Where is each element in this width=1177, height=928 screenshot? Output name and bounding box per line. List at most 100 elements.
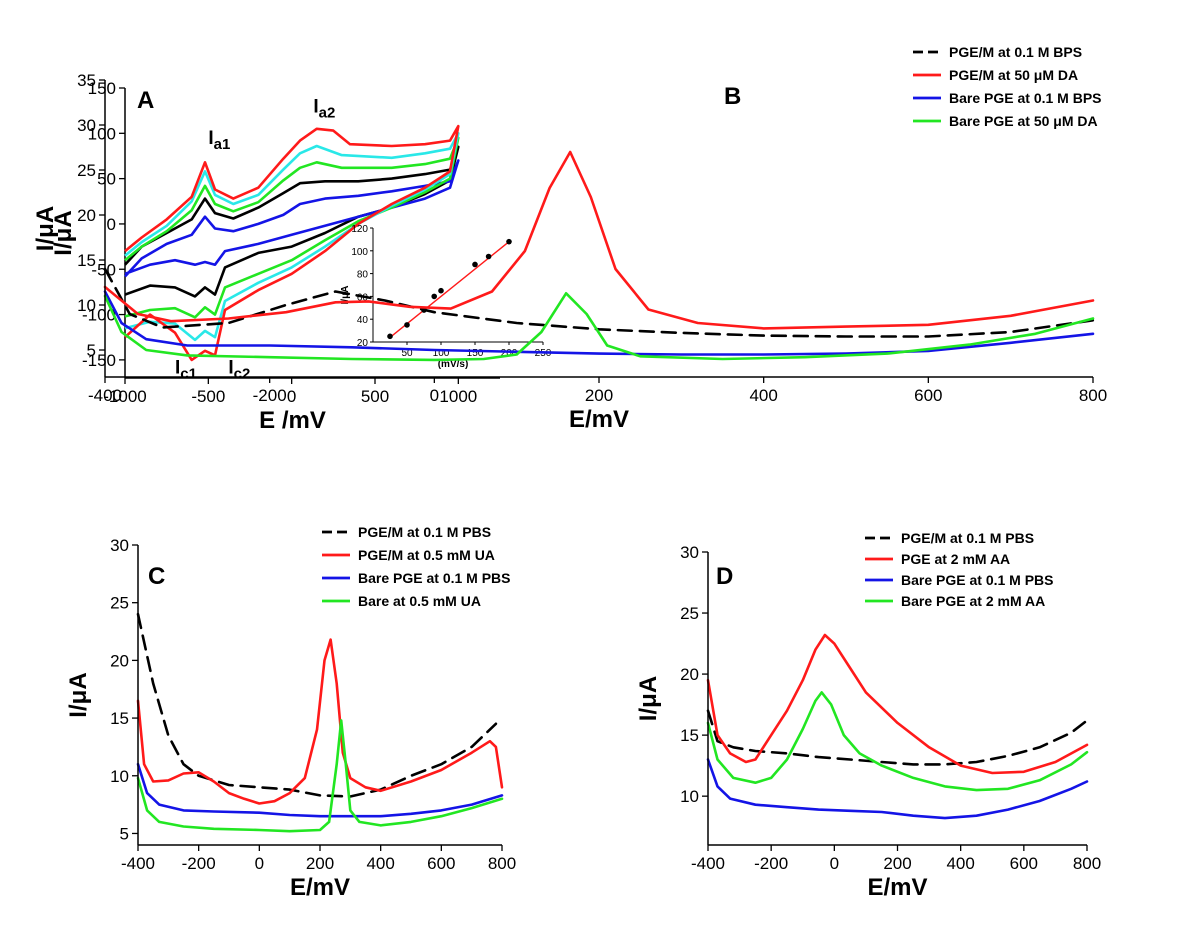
series-line-1 — [706, 709, 1089, 766]
y-tick-label: 15 — [77, 251, 96, 270]
y-tick-label: 30 — [680, 543, 699, 562]
y-tick-label: 100 — [88, 124, 116, 143]
y-tick-label: 0 — [107, 215, 116, 234]
y-axis-title: I/μA — [635, 676, 662, 721]
series-line-2 — [136, 638, 504, 805]
inset-x-tick-label: 200 — [501, 348, 518, 359]
x-tick-label: 800 — [1073, 854, 1101, 873]
x-tick-label: 0 — [287, 387, 296, 406]
legend-entry: PGE/M at 0.1 M PBS — [901, 530, 1034, 546]
y-axis-title: I/μA — [65, 672, 92, 717]
inset-y-tick-label: 40 — [357, 315, 369, 326]
peak-label: Ic2 — [228, 357, 250, 382]
y-tick-label: 50 — [97, 170, 116, 189]
panel-d-legend: PGE/M at 0.1 M PBS PGE at 2 mM AA Bare PGE… — [865, 530, 1054, 609]
inset-y-title: I/μA — [340, 286, 351, 305]
y-tick-label: 10 — [77, 296, 96, 315]
y-tick-label: 10 — [680, 787, 699, 806]
inset-point — [387, 333, 393, 340]
x-tick-label: 0 — [830, 854, 839, 873]
x-tick-label: -400 — [691, 854, 725, 873]
y-tick-label: -150 — [82, 351, 116, 370]
panel-c-axes: -400 -200 0 200 400 600 800 5 10 15 20 25 30 E/mV I/μA… — [65, 536, 516, 901]
legend-entry: Bare PGE at 50 μM DA — [949, 113, 1098, 129]
series-line-4 — [103, 292, 1095, 362]
series-line-1 — [136, 612, 498, 798]
x-tick-label: 1000 — [439, 387, 477, 406]
inset-y-tick-label: 20 — [357, 338, 369, 349]
x-tick-label: -200 — [754, 854, 788, 873]
x-tick-label: 500 — [361, 387, 389, 406]
y-tick-label: 30 — [77, 116, 96, 135]
series-line-4 — [136, 719, 504, 833]
x-tick-label: 200 — [306, 854, 334, 873]
y-tick-label: -50 — [91, 260, 116, 279]
x-tick-label: -500 — [191, 387, 225, 406]
x-axis-title: E /mV — [259, 407, 326, 434]
y-tick-label: 10 — [110, 767, 129, 786]
y-tick-label: 20 — [110, 651, 129, 670]
panel-letter: A — [137, 87, 154, 114]
inset-point — [431, 293, 438, 300]
x-tick-label: 400 — [366, 854, 394, 873]
legend-entry: PGE at 2 mM AA — [901, 551, 1010, 567]
legend-entry: Bare at 0.5 mM UA — [358, 593, 481, 609]
x-tick-label: 600 — [914, 386, 942, 405]
legend-entry: PGE/M at 0.1 M PBS — [358, 524, 491, 540]
peak-label: Ia1 — [208, 128, 230, 153]
inset-y-tick-label: 100 — [351, 247, 368, 258]
legend-entry: PGE/M at 0.1 M BPS — [949, 44, 1082, 60]
legend-entry: PGE/M at 0.5 mM UA — [358, 547, 495, 563]
y-tick-label: 20 — [680, 665, 699, 684]
x-tick-label: 0 — [430, 386, 439, 405]
inset-y-tick-label: 120 — [351, 224, 368, 235]
inset-x-tick-label: 100 — [433, 348, 450, 359]
peak-label: Ic1 — [175, 357, 197, 382]
x-axis-title: E/mV — [867, 874, 927, 901]
x-tick-label: 400 — [946, 854, 974, 873]
y-tick-label: 35 — [77, 71, 96, 90]
inset-point — [506, 238, 512, 245]
x-tick-label: 800 — [1079, 386, 1107, 405]
panel-d-axes: -400 -200 0 200 400 600 800 10 15 20 25 30 E/mV I/μA D — [635, 543, 1101, 901]
inset-x-tick-label: 150 — [467, 348, 484, 359]
x-tick-label: 800 — [488, 854, 516, 873]
x-tick-label: 600 — [427, 854, 455, 873]
x-tick-label: 600 — [1010, 854, 1038, 873]
x-tick-label: -1000 — [103, 387, 146, 406]
panel-b-axes: -400 -200 0 200 400 600 8005101520253035E/mVI/… — [32, 71, 1107, 433]
inset-point — [404, 322, 410, 328]
panel-letter: D — [716, 563, 733, 590]
legend-entry: PGE/M at 50 μM DA — [949, 67, 1078, 83]
cv-loop-2 — [124, 159, 460, 278]
panel-letter: C — [148, 563, 165, 590]
panel-letter: B — [724, 83, 741, 110]
legend-entry: Bare PGE at 2 mM AA — [901, 593, 1045, 609]
series-line-1 — [103, 267, 1095, 338]
panel-b-legend: PGE/M at 0.1 M BPS PGE/M at 50 μM DA Bare … — [913, 44, 1102, 129]
inset-y-tick-label: 60 — [357, 292, 369, 303]
legend-entry: Bare PGE at 0.1 M BPS — [949, 90, 1102, 106]
legend-entry: Bare PGE at 0.1 M PBS — [358, 570, 511, 586]
x-tick-label: 0 — [255, 854, 264, 873]
y-tick-label: 5 — [120, 824, 129, 843]
y-axis-title: I/μA — [50, 210, 77, 255]
y-tick-label: 20 — [77, 206, 96, 225]
inset-point — [438, 287, 444, 294]
x-axis-title: E/mV — [569, 406, 629, 433]
y-tick-label: 30 — [110, 536, 129, 555]
y-tick-label: -100 — [82, 306, 116, 325]
peak-label: Ia2 — [313, 96, 335, 121]
y-axis-title: I/μA — [32, 206, 59, 251]
series-line-2 — [103, 150, 1095, 330]
x-tick-label: -400 — [121, 854, 155, 873]
inset-y-tick-label: 80 — [357, 270, 369, 281]
series-line-4 — [706, 691, 1089, 792]
x-tick-label: 200 — [883, 854, 911, 873]
x-tick-label: -200 — [182, 854, 216, 873]
inset-x-tick-label: 50 — [401, 348, 413, 359]
y-tick-label: 5 — [87, 341, 96, 360]
y-tick-label: 25 — [77, 161, 96, 180]
